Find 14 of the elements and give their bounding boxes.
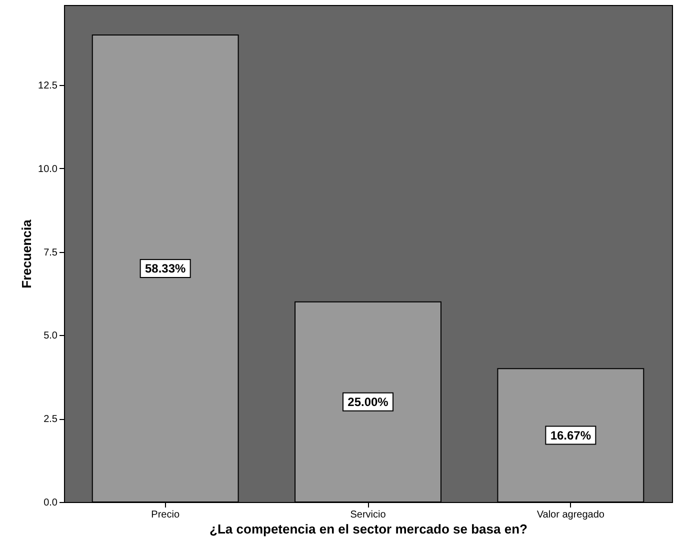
y-axis-title: Frecuencia xyxy=(19,218,34,288)
y-tick-label: 7.5 xyxy=(44,247,58,258)
x-tick-label: Precio xyxy=(151,510,180,520)
x-tick-label: Servicio xyxy=(350,510,386,520)
y-tick-label: 5.0 xyxy=(44,330,58,342)
y-tick-label: 0.0 xyxy=(44,498,58,508)
annotation: 25.00% xyxy=(348,394,389,409)
annotation: 58.33% xyxy=(144,262,186,276)
y-tick-label: 2.5 xyxy=(44,414,58,426)
annotation: 16.67% xyxy=(550,428,592,442)
y-tick-label: 10.0 xyxy=(38,164,58,175)
x-axis-title: ¿La competencia en el sector mercado se basa en? xyxy=(210,522,528,536)
y-tick-label: 12.5 xyxy=(38,80,58,92)
x-tick-label: Valor agregado xyxy=(536,510,605,520)
